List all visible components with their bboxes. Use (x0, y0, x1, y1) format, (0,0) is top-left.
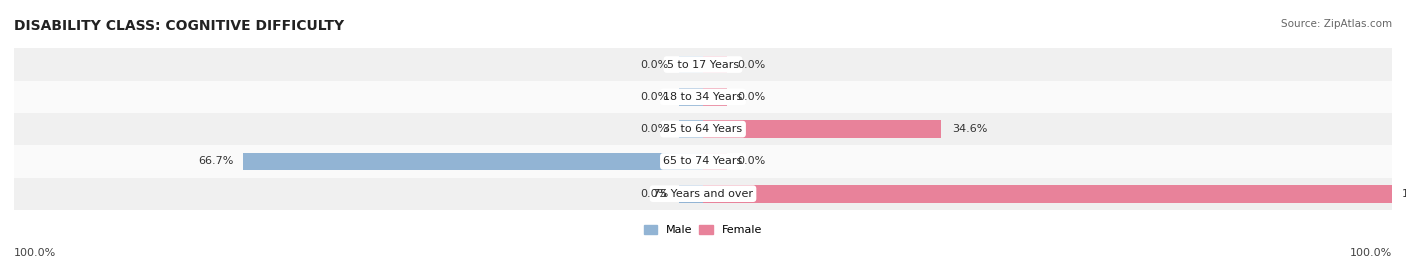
Bar (14, 178, 1392, 210)
Legend: Male, Female: Male, Female (640, 220, 766, 240)
Text: 0.0%: 0.0% (640, 59, 669, 70)
Bar (14, 81, 1392, 113)
Text: 100.0%: 100.0% (1402, 189, 1406, 199)
Bar (14, 48, 1392, 81)
Text: 100.0%: 100.0% (1350, 248, 1392, 258)
Bar (703, 120, 942, 138)
Bar (243, 153, 703, 170)
Text: 18 to 34 Years: 18 to 34 Years (664, 92, 742, 102)
Text: 0.0%: 0.0% (738, 156, 766, 167)
Text: 0.0%: 0.0% (738, 59, 766, 70)
Text: 0.0%: 0.0% (640, 124, 669, 134)
Text: 35 to 64 Years: 35 to 64 Years (664, 124, 742, 134)
Text: 0.0%: 0.0% (640, 92, 669, 102)
Text: 100.0%: 100.0% (14, 248, 56, 258)
Bar (14, 145, 1392, 178)
Bar (703, 88, 727, 106)
Text: DISABILITY CLASS: COGNITIVE DIFFICULTY: DISABILITY CLASS: COGNITIVE DIFFICULTY (14, 19, 344, 33)
Text: 0.0%: 0.0% (640, 189, 669, 199)
Bar (679, 185, 703, 203)
Bar (679, 56, 703, 73)
Bar (703, 185, 1392, 203)
Text: 75 Years and over: 75 Years and over (652, 189, 754, 199)
Text: 0.0%: 0.0% (738, 92, 766, 102)
Text: 66.7%: 66.7% (198, 156, 233, 167)
Bar (14, 113, 1392, 145)
Bar (703, 56, 727, 73)
Text: Source: ZipAtlas.com: Source: ZipAtlas.com (1281, 19, 1392, 29)
Bar (679, 88, 703, 106)
Bar (679, 120, 703, 138)
Text: 65 to 74 Years: 65 to 74 Years (664, 156, 742, 167)
Bar (703, 153, 727, 170)
Text: 5 to 17 Years: 5 to 17 Years (666, 59, 740, 70)
Text: 34.6%: 34.6% (952, 124, 987, 134)
